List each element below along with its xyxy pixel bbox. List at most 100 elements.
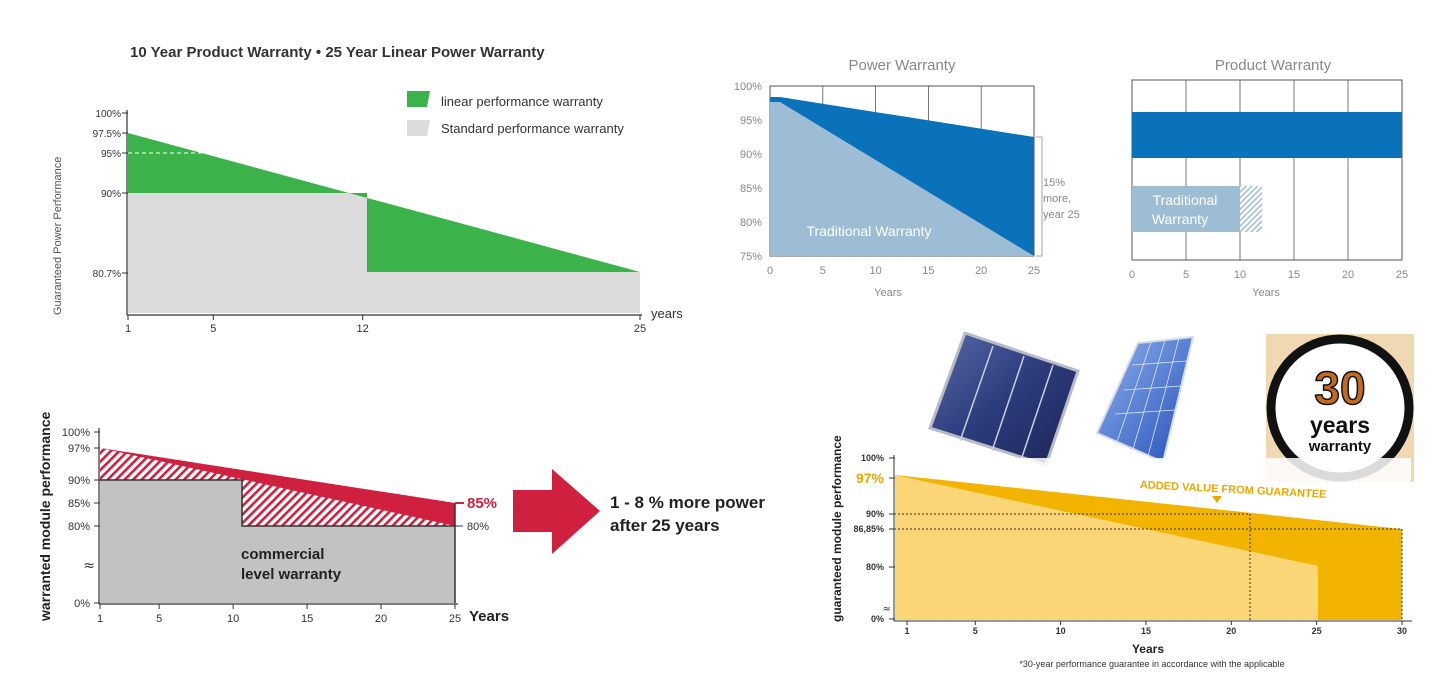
chart4-commercial-line (100, 479, 455, 527)
chart5-y-tick-label: 97% (856, 470, 885, 486)
chart5-y-tick-label: 0% (871, 614, 884, 624)
chart4-x-label: Years (469, 608, 509, 625)
chart5-y-tick-label: 86,85% (853, 524, 884, 534)
chart4-y-tick-label: 97% (68, 443, 90, 455)
chart3-x-tick-label: 0 (1129, 269, 1135, 281)
chart2-y-tick-label: 80% (740, 217, 762, 229)
chart3-bar-traditional (1132, 186, 1240, 232)
chart3-x-tick-label: 10 (1234, 269, 1246, 281)
chart5-x-tick-label: 5 (973, 626, 978, 636)
chart-power-warranty: Power Warranty Traditional Warranty 15% … (734, 57, 1080, 299)
chart3-title: Product Warranty (1215, 57, 1332, 74)
chart-linear-power-warranty: 10 Year Product Warranty • 25 Year Linea… (52, 44, 683, 335)
chart2-y-tick-label: 100% (734, 81, 762, 93)
chart4-axis-break-icon: ≈ (83, 558, 95, 574)
chart1-y-tick-label: 95% (101, 149, 121, 160)
chart5-y-label: guaranteed module performance (830, 435, 844, 622)
chart4-x-tick-label: 15 (301, 613, 313, 625)
chart-guaranteed-module-performance: 30 years warranty guaranteed module perf… (830, 331, 1414, 669)
30-years-warranty-badge: 30 years warranty (1266, 334, 1414, 482)
chart5-x-tick-label: 1 (904, 626, 909, 636)
chart4-y-label: warranted module performance (37, 412, 53, 622)
chart3-x-tick-label: 25 (1396, 269, 1408, 281)
chart1-legend-standard: Standard performance warranty (441, 121, 624, 136)
chart1-y-label: Guaranteed Power Performance (52, 157, 64, 315)
chart4-y-tick-label: 0% (74, 598, 90, 610)
chart5-x-tick-label: 15 (1141, 626, 1151, 636)
chart1-title: 10 Year Product Warranty • 25 Year Linea… (130, 44, 545, 61)
chart4-callout-1: 1 - 8 % more power (610, 493, 765, 512)
solar-panel-image (1095, 335, 1195, 464)
chart5-standard-area (895, 475, 1318, 620)
chart1-standard-area (128, 193, 640, 313)
chart4-end-label-80: 80% (467, 521, 489, 533)
chart4-y-tick-label: 85% (68, 498, 90, 510)
chart1-legend-swatch-standard (407, 120, 430, 136)
chart5-x-tick-label: 20 (1226, 626, 1236, 636)
solar-cell-image (928, 331, 1080, 467)
chart-product-warranty: Product Warranty Traditional Warranty 0 5… (1129, 57, 1408, 299)
chart3-bar-product (1132, 112, 1402, 158)
chart5-axis-break-icon: ≈ (883, 604, 891, 615)
chart2-x-tick-label: 25 (1028, 265, 1040, 277)
chart1-legend-swatch-linear (407, 91, 430, 107)
chart2-x-tick-label: 5 (820, 265, 826, 277)
chart2-traditional-area (770, 102, 1034, 256)
chart5-y-tick-label: 90% (866, 509, 884, 519)
badge-line-1: years (1310, 412, 1370, 438)
chart4-x-tick-label: 20 (375, 613, 387, 625)
chart5-annotation-arrow-icon (1212, 496, 1222, 503)
chart2-note-2: more, (1043, 193, 1071, 205)
chart1-legend-linear: linear performance warranty (441, 94, 603, 109)
chart1-linear-area (128, 133, 640, 272)
chart1-x-tick-label: 12 (357, 323, 369, 335)
chart5-x-tick-label: 30 (1397, 626, 1407, 636)
chart5-x-tick-label: 10 (1056, 626, 1066, 636)
chart2-x-tick-label: 10 (869, 265, 881, 277)
chart4-y-tick-label: 100% (62, 427, 90, 439)
chart4-gain-area (100, 448, 455, 526)
chart1-x-tick-label: 1 (125, 323, 131, 335)
chart-warranted-module-performance: warranted module performance ≈ commercia… (37, 412, 765, 625)
chart2-traditional-label: Traditional Warranty (806, 223, 931, 239)
chart3-bar-extension (1240, 186, 1262, 232)
arrow-right-icon (513, 469, 600, 554)
chart5-y-tick-label: 80% (866, 562, 884, 572)
chart3-x-tick-label: 15 (1288, 269, 1300, 281)
chart2-x-tick-label: 0 (767, 265, 773, 277)
chart3-x-tick-label: 5 (1183, 269, 1189, 281)
chart2-x-label: Years (874, 287, 902, 299)
chart5-y-tick-label: 100% (861, 453, 884, 463)
chart1-y-tick-label: 100% (95, 109, 121, 120)
chart1-y-tick-label: 80.7% (93, 269, 121, 280)
chart2-y-tick-label: 75% (740, 251, 762, 263)
chart2-y-tick-label: 90% (740, 149, 762, 161)
chart4-x-tick-label: 10 (227, 613, 239, 625)
chart4-callout-2: after 25 years (610, 516, 720, 535)
badge-line-2: warranty (1308, 438, 1372, 455)
chart1-x-tick-label: 25 (634, 323, 646, 335)
chart4-area-label-2: level warranty (241, 566, 342, 583)
chart1-x-label: years (651, 306, 683, 321)
chart3-x-tick-label: 20 (1342, 269, 1354, 281)
chart2-x-tick-label: 15 (922, 265, 934, 277)
chart2-y-tick-label: 85% (740, 183, 762, 195)
chart3-x-label: Years (1252, 287, 1280, 299)
chart4-x-tick-label: 5 (156, 613, 162, 625)
chart5-footnote: *30-year performance guarantee in accord… (1019, 659, 1284, 669)
chart1-y-tick-label: 97.5% (93, 129, 121, 140)
chart4-y-tick-label: 80% (68, 521, 90, 533)
chart4-x-tick-label: 1 (97, 613, 103, 625)
badge-number: 30 (1314, 362, 1365, 414)
chart4-area-label-1: commercial (241, 546, 324, 563)
chart2-note-1: 15% (1043, 177, 1065, 189)
chart1-y-tick-label: 90% (101, 189, 121, 200)
chart2-note-3: year 25 (1043, 209, 1080, 221)
chart3-frame (1131, 79, 1403, 261)
chart1-x-tick-label: 5 (210, 323, 216, 335)
chart2-y-tick-label: 95% (740, 115, 762, 127)
chart4-end-label-85: 85% (467, 495, 497, 512)
chart3-bar-label-2: Warranty (1152, 211, 1208, 227)
chart2-bracket (1036, 136, 1043, 257)
chart2-title: Power Warranty (849, 57, 956, 74)
